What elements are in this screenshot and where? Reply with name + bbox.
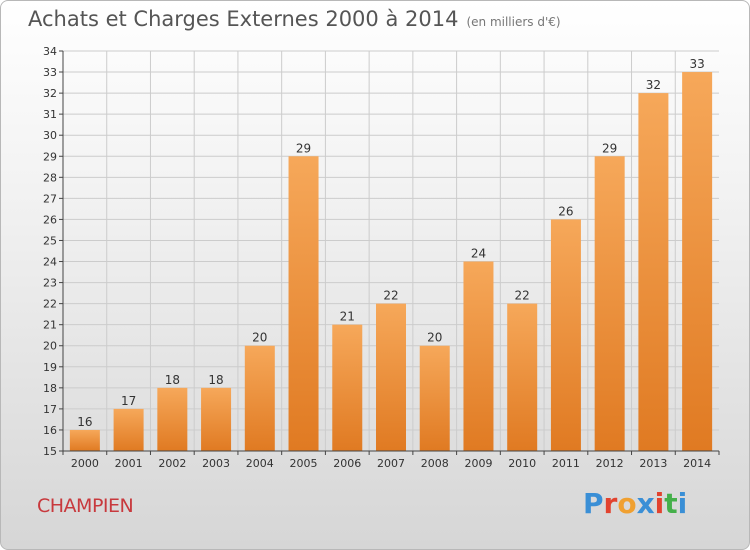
chart-subtitle: (en milliers d'€) [466,15,561,29]
data-label: 26 [558,204,573,218]
y-tick-label: 28 [43,171,57,184]
data-label: 20 [252,331,267,345]
title-text: Achats et Charges Externes 2000 à 2014 [28,7,459,31]
bar-2012 [594,156,625,451]
data-label: 21 [340,310,355,324]
x-tick-label: 2006 [333,457,361,470]
logo-letter: o [617,487,637,520]
data-label: 18 [208,373,223,387]
y-tick-label: 18 [43,382,57,395]
y-tick-label: 29 [43,150,57,163]
x-tick-label: 2014 [683,457,711,470]
y-tick-label: 33 [43,66,57,79]
x-tick-label: 2002 [158,457,186,470]
data-label: 32 [646,78,661,92]
proxiti-logo: Proxiti [583,487,687,520]
y-tick-label: 24 [43,256,57,269]
bar-2011 [550,219,581,451]
y-tick-label: 26 [43,213,57,226]
bar-2009 [463,261,494,451]
data-labels: 16 17 18 18 20 29 21 22 20 24 22 26 29 32 33 [77,57,705,429]
data-label: 22 [515,289,530,303]
bars [69,72,713,452]
data-label: 17 [121,394,136,408]
logo-letter: i [677,487,688,520]
bar-2003 [201,387,232,451]
bar-2014 [682,72,713,451]
data-label: 22 [383,289,398,303]
y-tick-label: 25 [43,234,57,247]
bar-2007 [376,303,406,451]
x-tick-label: 2001 [115,457,143,470]
data-label: 33 [689,57,704,71]
bar-2008 [419,345,450,451]
y-tick-label: 21 [43,319,57,332]
x-tick-label: 2004 [246,457,274,470]
y-tick-label: 17 [43,403,57,416]
y-tick-label: 30 [43,129,57,142]
bar-2000 [69,429,100,451]
bar-2002 [157,387,188,451]
logo-letter: i [654,487,665,520]
y-tick-label: 23 [43,277,57,290]
x-tick-label: 2005 [290,457,318,470]
x-tick-label: 2012 [596,457,624,470]
y-tick-label: 15 [43,445,57,458]
chart-title: Achats et Charges Externes 2000 à 2014 (e… [28,7,561,31]
x-tick-label: 2000 [71,457,99,470]
data-label: 29 [602,141,617,155]
data-label: 24 [471,247,486,261]
x-tick-label: 2010 [508,457,536,470]
data-label: 16 [77,415,92,429]
data-label: 20 [427,331,442,345]
x-tick-label: 2003 [202,457,230,470]
y-tick-label: 20 [43,340,57,353]
x-tick-label: 2009 [464,457,492,470]
y-tick-label: 32 [43,87,57,100]
logo-letter: x [636,487,655,520]
x-tick-label: 2011 [552,457,580,470]
x-tick-label: 2013 [639,457,667,470]
logo-letter: r [603,487,618,520]
data-label: 29 [296,141,311,155]
y-tick-label: 27 [43,192,57,205]
y-tick-label: 16 [43,424,57,437]
bar-2005 [288,156,319,451]
x-tick-label: 2008 [421,457,449,470]
bar-2001 [113,408,144,451]
bar-2013 [638,93,669,452]
data-label: 18 [165,373,180,387]
bar-2006 [332,324,363,451]
y-tick-label: 31 [43,108,57,121]
y-tick-label: 22 [43,298,57,311]
logo-letter: t [664,487,678,520]
y-tick-label: 34 [43,45,57,58]
y-tick-label: 19 [43,361,57,374]
x-tick-label: 2007 [377,457,405,470]
axes: 15 16 17 18 19 20 21 22 23 24 25 26 27 28 29 30 31 32 33 34… [43,45,720,470]
commune-name: CHAMPIEN [37,495,134,517]
bar-2010 [507,303,538,451]
bar-2004 [244,345,275,451]
logo-letter: P [583,487,604,520]
